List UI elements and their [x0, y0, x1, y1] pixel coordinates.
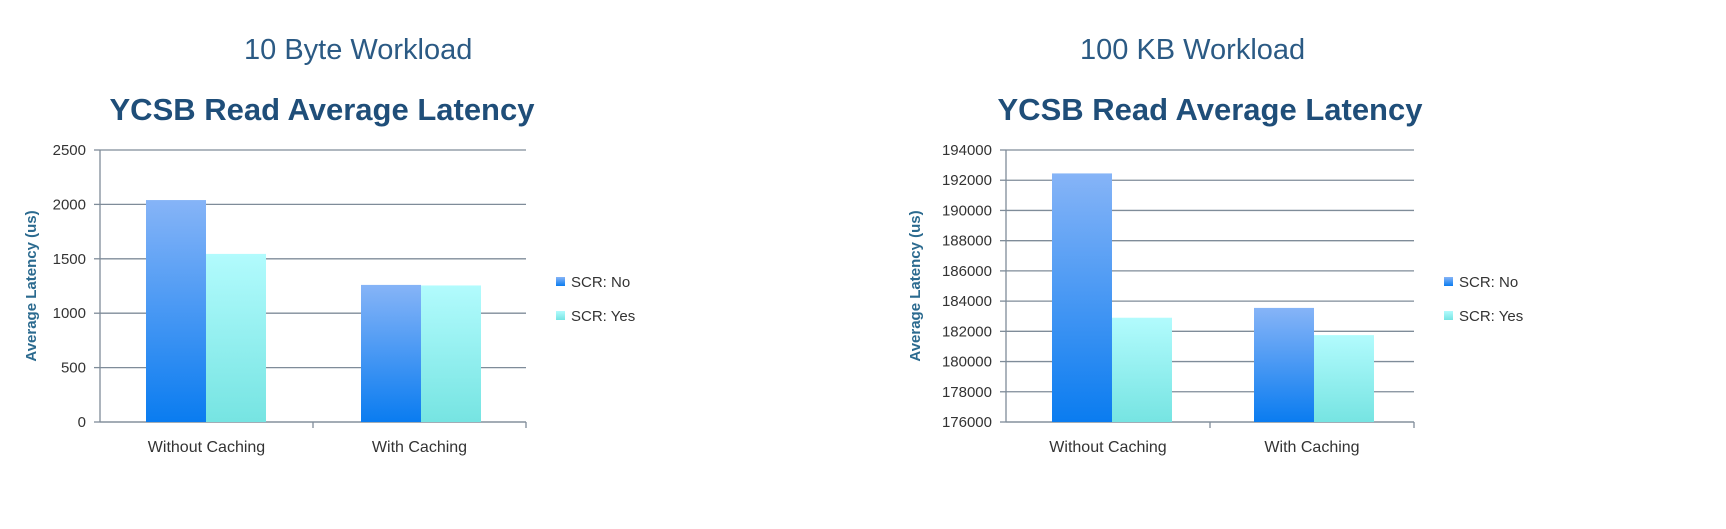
workload-title: 100 KB Workload — [1080, 34, 1306, 66]
y-tick-label: 182000 — [942, 323, 992, 340]
x-category-label: With Caching — [1264, 439, 1359, 456]
y-tick-label: 1000 — [53, 305, 86, 322]
x-category-label: Without Caching — [148, 439, 265, 456]
bar-chart: YCSB Read Average Latency 0 500 1000 1500 200… — [23, 92, 635, 456]
y-axis-label: Average Latency (us) — [907, 210, 924, 361]
bar-scr-yes — [206, 253, 266, 422]
y-tick-label: 192000 — [942, 172, 992, 189]
chart-title: YCSB Read Average Latency — [998, 92, 1424, 127]
legend-swatch — [1444, 277, 1453, 286]
legend-swatch — [1444, 311, 1453, 320]
chart-title: YCSB Read Average Latency — [110, 92, 536, 127]
bar-scr-yes — [421, 285, 481, 422]
legend-swatch — [556, 277, 565, 286]
y-tick-label: 186000 — [942, 263, 992, 280]
legend-swatch — [556, 311, 565, 320]
y-tick-label: 184000 — [942, 293, 992, 310]
y-tick-label: 176000 — [942, 414, 992, 431]
y-tick-label: 500 — [61, 360, 86, 377]
bar-scr-no — [1052, 173, 1112, 422]
legend-label: SCR: Yes — [1459, 308, 1523, 325]
bar-chart: YCSB Read Average Latency 176000 178000 180… — [907, 92, 1523, 456]
y-tick-label: 1500 — [53, 251, 86, 268]
y-tick-label: 194000 — [942, 142, 992, 159]
y-tick-label: 2500 — [53, 142, 86, 159]
y-tick-label: 178000 — [942, 384, 992, 401]
x-category-label: Without Caching — [1049, 439, 1166, 456]
y-tick-label: 0 — [78, 414, 86, 431]
y-tick-label: 180000 — [942, 354, 992, 371]
bar-scr-no — [361, 284, 421, 422]
y-tick-label: 2000 — [53, 196, 86, 213]
bar-scr-no — [1254, 307, 1314, 422]
chart-panel-10-byte: 10 Byte Workload YCSB Read Average Laten… — [0, 0, 860, 529]
workload-title: 10 Byte Workload — [244, 34, 473, 66]
y-axis-label: Average Latency (us) — [23, 210, 40, 361]
chart-panel-100-kb: 100 KB Workload YCSB Read Average Latenc… — [866, 0, 1726, 529]
bar-scr-yes — [1314, 335, 1374, 422]
bar-scr-no — [146, 200, 206, 422]
legend-label: SCR: Yes — [571, 308, 635, 325]
y-tick-label: 188000 — [942, 233, 992, 250]
legend-label: SCR: No — [1459, 274, 1518, 291]
y-tick-label: 190000 — [942, 202, 992, 219]
x-category-label: With Caching — [372, 439, 467, 456]
legend-label: SCR: No — [571, 274, 630, 291]
bar-scr-yes — [1112, 317, 1172, 422]
